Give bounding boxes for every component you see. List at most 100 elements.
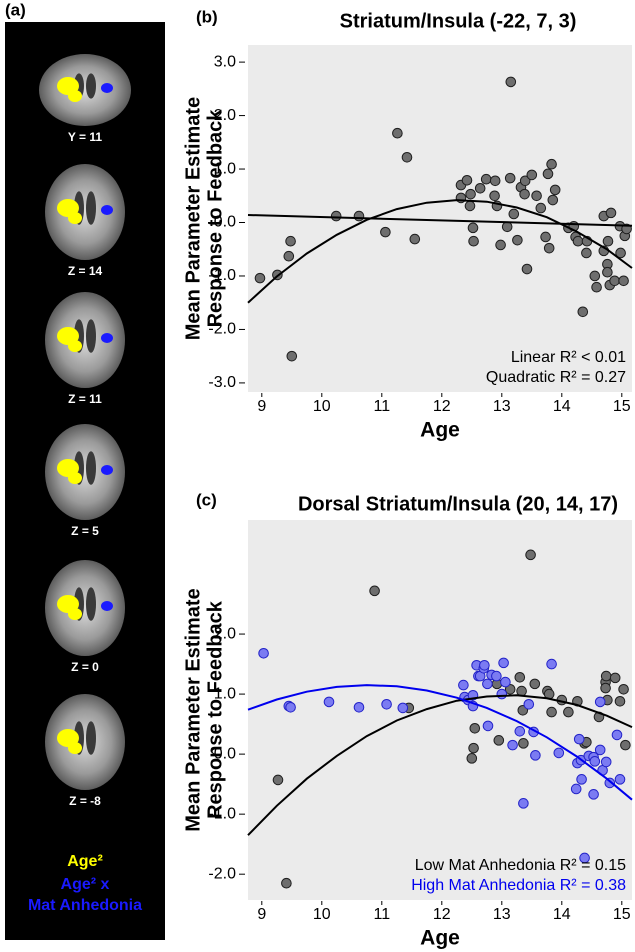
data-point [548, 195, 558, 205]
data-point [469, 743, 479, 753]
annotation: Quadratic R² = 0.27 [486, 369, 626, 386]
data-point [508, 740, 518, 750]
data-point [515, 727, 525, 737]
data-point [519, 739, 529, 749]
data-point [502, 222, 512, 232]
data-point [513, 235, 523, 245]
brain-ventricle [86, 721, 96, 755]
data-point [610, 276, 620, 286]
x-tick-label: 9 [257, 906, 266, 923]
panel-label: (c) [196, 490, 217, 509]
chart-title: Striatum/Insula (-22, 7, 3) [340, 10, 577, 32]
chart-title: Dorsal Striatum/Insula (20, 14, 17) [298, 493, 618, 515]
brain-slice [45, 560, 125, 656]
slice-label: Z = -8 [69, 794, 101, 808]
data-point [462, 175, 472, 185]
data-point [574, 734, 584, 744]
data-point [541, 232, 551, 242]
data-point [509, 209, 519, 219]
x-tick-label: 14 [553, 906, 571, 923]
data-point [601, 671, 611, 681]
data-point [492, 671, 502, 681]
x-tick-label: 12 [433, 398, 451, 415]
y-axis-label: Mean Parameter Estimate [182, 588, 204, 831]
data-point [615, 696, 625, 706]
data-point [530, 679, 540, 689]
data-point [595, 697, 605, 707]
age-cluster [68, 90, 82, 102]
x-tick-label: 15 [613, 398, 631, 415]
page: (a) Y = 11Z = 14Z = 11Z = 5Z = 0Z = -8Ag… [0, 0, 635, 952]
age-cluster [68, 340, 82, 352]
data-point [481, 174, 491, 184]
data-point [284, 251, 294, 261]
brain-ventricle [86, 319, 96, 353]
data-point [468, 223, 478, 233]
data-point [287, 351, 297, 361]
data-point [370, 586, 380, 596]
data-point [526, 550, 536, 560]
data-point [402, 152, 412, 162]
data-point [381, 227, 391, 237]
data-point [536, 203, 546, 213]
data-point [610, 673, 620, 683]
interaction-cluster [101, 83, 113, 93]
age-cluster [68, 608, 82, 620]
data-point [522, 264, 532, 274]
data-point [354, 211, 364, 221]
x-tick-label: 11 [373, 906, 390, 923]
data-point [619, 684, 629, 694]
data-point [324, 697, 334, 707]
data-point [578, 307, 588, 317]
data-point [554, 748, 564, 758]
x-axis-label: Age [420, 419, 460, 442]
slice-label: Y = 11 [68, 130, 102, 144]
data-point [470, 724, 480, 734]
data-point [531, 751, 541, 761]
data-point [259, 648, 269, 658]
data-point [475, 183, 485, 193]
data-point [382, 699, 392, 709]
x-tick-label: 9 [257, 398, 266, 415]
data-point [590, 271, 600, 281]
brain-ventricle [86, 587, 96, 621]
data-point [615, 775, 625, 785]
x-tick-label: 13 [493, 906, 511, 923]
x-tick-label: 10 [313, 906, 331, 923]
interaction-cluster [101, 333, 113, 343]
data-point [410, 234, 420, 244]
data-point [543, 169, 553, 179]
y-axis-label: Response to Feedback [204, 600, 226, 819]
data-point [505, 173, 515, 183]
brain-slice [45, 694, 125, 790]
data-point [393, 128, 403, 138]
data-point [550, 185, 560, 195]
data-point [499, 658, 509, 668]
data-point [547, 659, 557, 669]
brain-slice [45, 292, 125, 388]
legend-text: Age² [67, 853, 103, 870]
data-point [603, 267, 613, 277]
data-point [497, 689, 507, 699]
interaction-cluster [101, 465, 113, 475]
x-tick-label: 14 [553, 398, 571, 415]
x-tick-label: 15 [613, 906, 631, 923]
age-cluster [68, 472, 82, 484]
y-tick-label: -2.0 [208, 865, 236, 882]
slice-label: Z = 11 [68, 392, 102, 406]
data-point [619, 276, 629, 286]
x-tick-label: 10 [313, 398, 331, 415]
age-cluster [68, 212, 82, 224]
data-point [547, 159, 557, 169]
plot-background [248, 520, 632, 900]
panel-label: (a) [5, 0, 26, 19]
data-point [490, 191, 500, 201]
brain-ventricle [86, 191, 96, 225]
data-point [469, 236, 479, 246]
data-point [595, 745, 605, 755]
brain-ventricle [86, 73, 96, 98]
data-point [255, 273, 265, 283]
y-axis-label: Mean Parameter Estimate [182, 97, 204, 340]
x-tick-label: 11 [373, 398, 390, 415]
data-point [573, 236, 583, 246]
